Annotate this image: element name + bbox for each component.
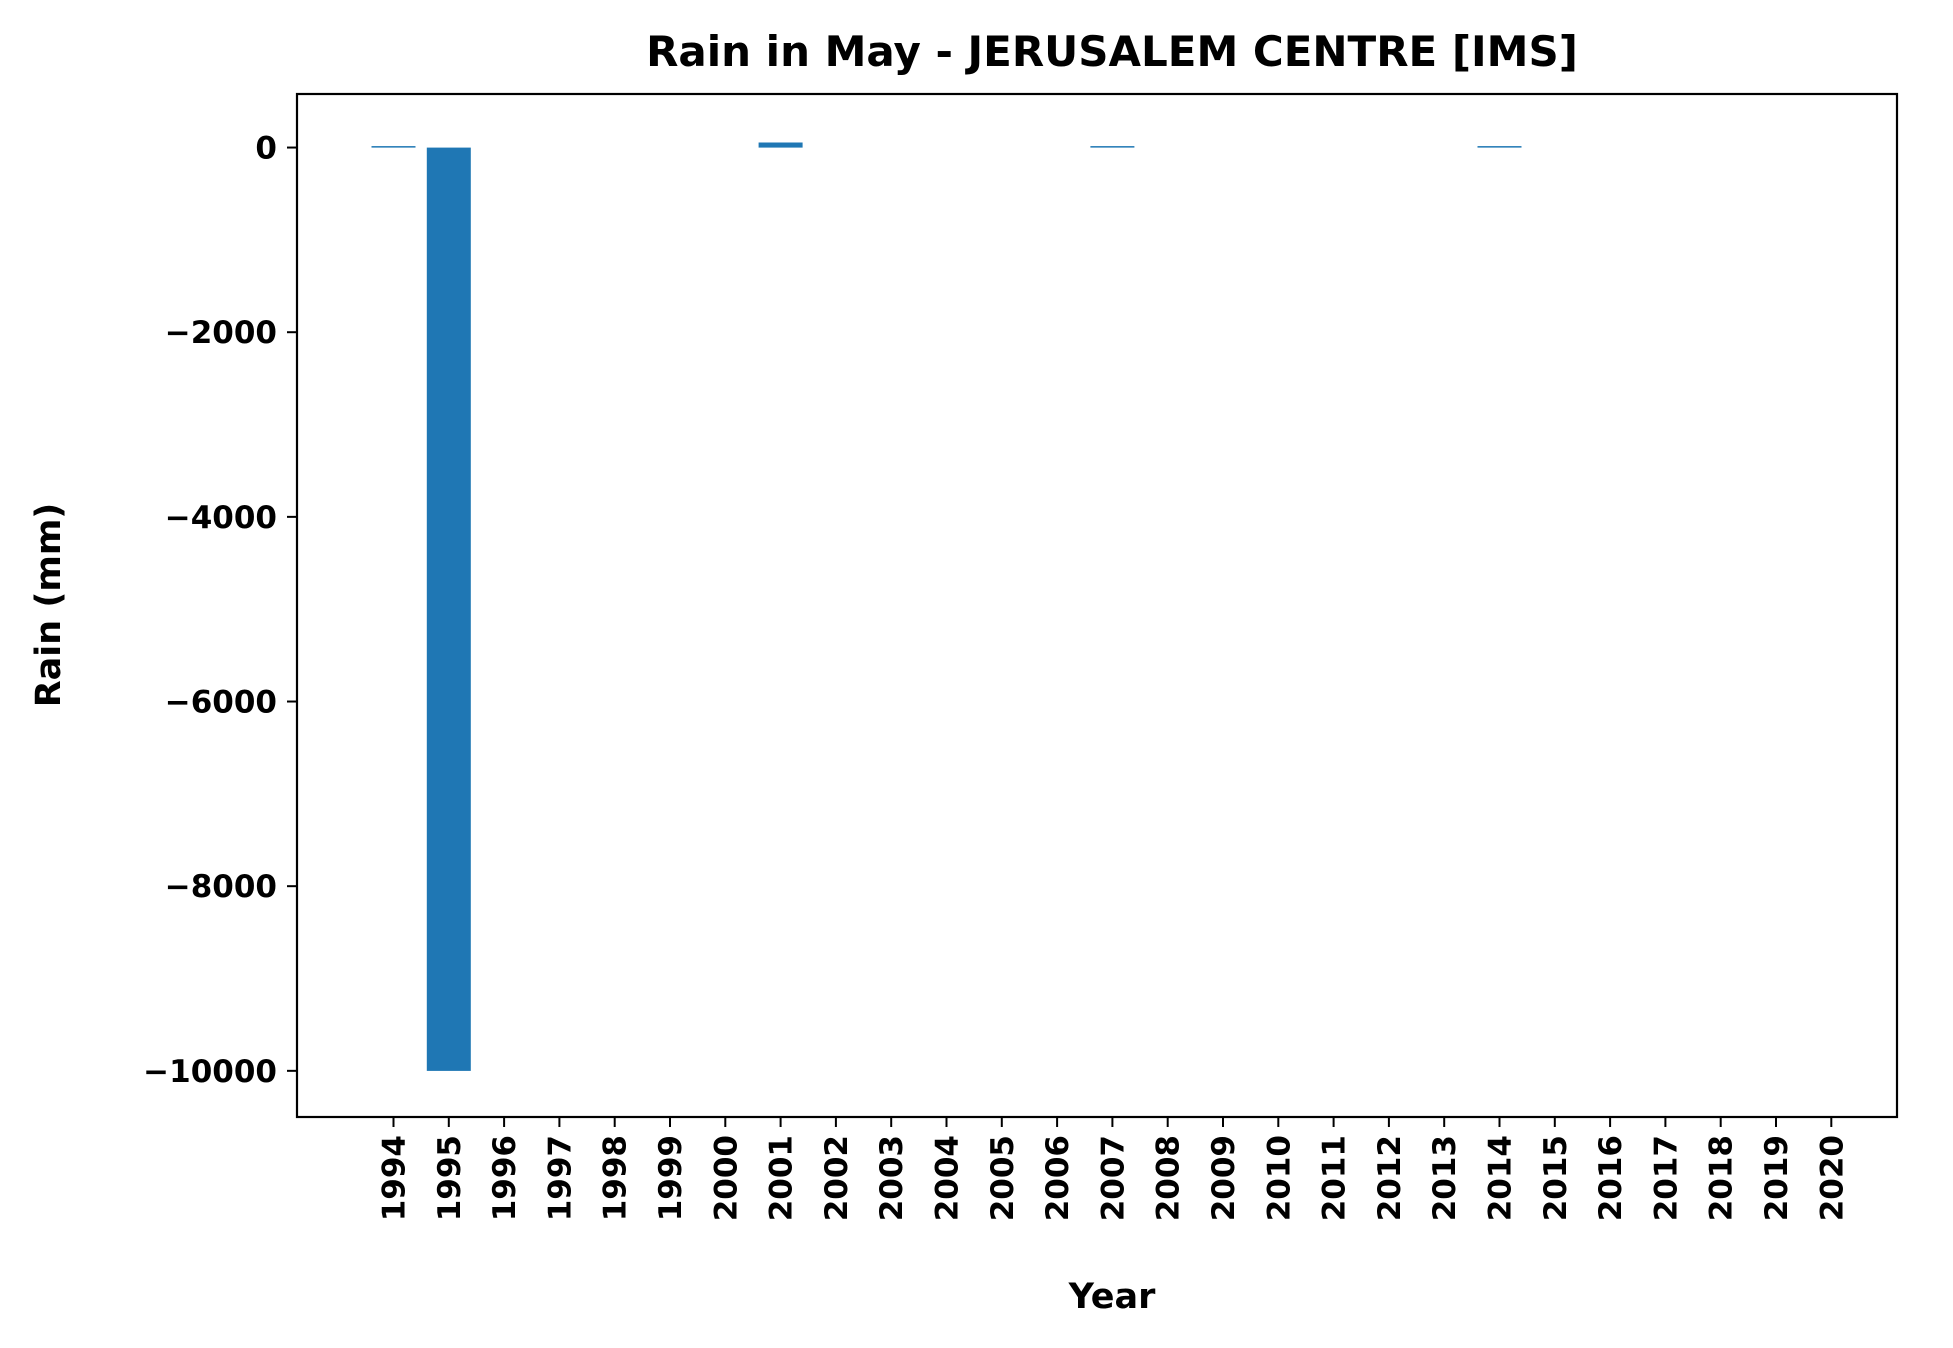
x-tick-label: 2006	[1040, 1135, 1076, 1221]
x-tick-label: 2007	[1095, 1135, 1131, 1221]
x-tick-label: 2000	[708, 1135, 744, 1221]
x-tick-label: 2003	[874, 1135, 910, 1221]
x-tick-label: 2013	[1427, 1135, 1463, 1221]
x-tick-label: 2020	[1814, 1135, 1850, 1221]
x-tick-label: 2012	[1372, 1135, 1408, 1221]
y-tick-label: −10000	[143, 1054, 277, 1090]
x-tick-label: 2016	[1593, 1135, 1629, 1221]
y-tick-label: −2000	[165, 315, 277, 351]
x-tick-label: 2011	[1317, 1135, 1353, 1221]
x-tick-label: 2005	[985, 1135, 1021, 1221]
x-tick-label: 2009	[1206, 1135, 1242, 1221]
x-tick-label: 1994	[377, 1135, 413, 1221]
y-tick-label: −4000	[165, 500, 277, 536]
x-tick-label: 1999	[653, 1135, 689, 1221]
x-axis-label: Year	[1068, 1277, 1156, 1317]
plot-frame	[295, 92, 1899, 1119]
bars	[371, 142, 1522, 1071]
y-axis-ticks: 0 −2000 −4000 −6000 −8000 −10000	[143, 131, 297, 1090]
x-tick-label: 2017	[1648, 1135, 1684, 1221]
bar-2001	[758, 142, 803, 148]
x-tick-label: 2008	[1151, 1135, 1187, 1221]
x-tick-label: 2014	[1483, 1135, 1519, 1221]
chart-title: Rain in May - JERUSALEM CENTRE [IMS]	[646, 27, 1578, 76]
bar-2007	[1090, 146, 1135, 148]
x-tick-label: 1998	[598, 1135, 634, 1221]
x-tick-label: 2004	[930, 1135, 966, 1221]
bar-1994	[371, 146, 416, 148]
x-tick-label: 2010	[1261, 1135, 1297, 1221]
y-tick-label: −8000	[165, 869, 277, 905]
x-tick-label: 2019	[1759, 1135, 1795, 1221]
x-tick-label: 2002	[819, 1135, 855, 1221]
bar-1995	[426, 147, 471, 1071]
bar-2014	[1477, 146, 1522, 148]
y-axis-label: Rain (mm)	[29, 503, 69, 708]
x-tick-label: 2018	[1704, 1135, 1740, 1221]
y-tick-label: −6000	[165, 685, 277, 721]
x-tick-label: 1997	[542, 1135, 578, 1221]
x-tick-label: 1996	[487, 1135, 523, 1221]
y-tick-label: 0	[255, 131, 277, 167]
x-tick-label: 2015	[1538, 1135, 1574, 1221]
x-tick-label: 2001	[764, 1135, 800, 1221]
x-axis-ticks: 1994 1995 1996 1997 1998 1999 2000 2001 2002 2003…	[377, 1117, 1850, 1221]
x-tick-label: 1995	[432, 1135, 468, 1221]
